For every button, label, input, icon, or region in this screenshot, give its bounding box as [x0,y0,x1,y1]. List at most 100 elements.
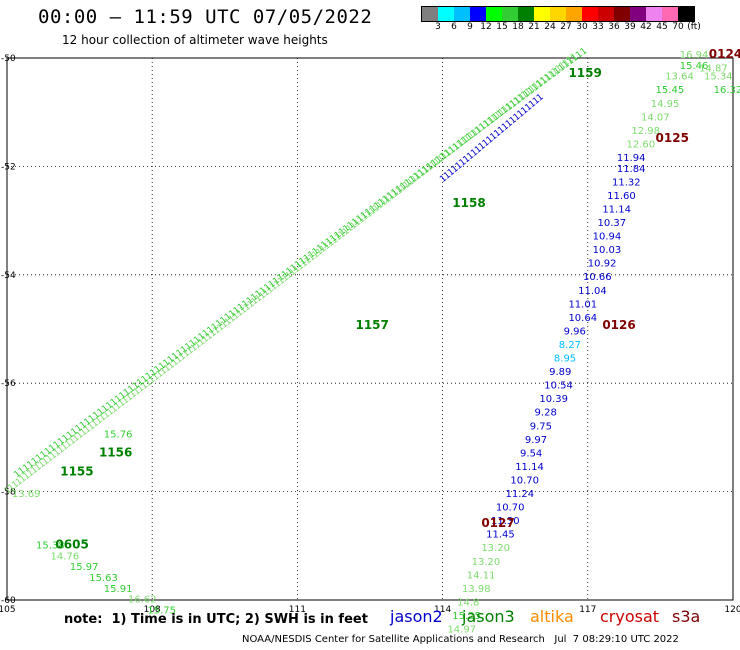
color-swatch [502,7,518,21]
swath-mark: 1 [254,293,265,304]
swath-mark: 1 [232,305,243,316]
time-label: 0126 [602,318,635,332]
swath-mark: 1 [438,151,449,162]
swath-mark: 1 [485,135,496,146]
swath-mark: 1 [223,312,234,323]
swh-value-label: 11.04 [578,286,607,297]
color-swatch [678,7,694,21]
legend-jason2: jason2 [390,607,443,626]
swath-mark: 1 [71,433,82,444]
color-swatch [534,7,550,21]
swath-mark: 1 [501,104,512,115]
time-label: 1159 [568,66,601,80]
swh-value-label: 10.64 [568,313,597,324]
swath-mark: 1 [306,249,317,260]
color-scale-label: 70 [672,22,684,32]
color-scale-label: (ft) [687,22,701,32]
color-swatch [614,7,630,21]
color-scale-label: 24 [544,22,556,32]
x-tick-label: 105 [0,605,16,615]
swath-mark: 1 [12,469,23,480]
swath-mark: 1 [87,413,98,424]
swath-mark: 1 [398,183,409,194]
swh-value-label: 11.32 [612,177,641,188]
swath-mark: 1 [535,92,546,103]
swath-mark: 1 [22,471,33,482]
swath-mark: 1 [438,174,449,185]
swh-value-label: 12.60 [627,139,656,150]
swath-mark: 1 [489,131,500,142]
color-swatch [566,7,582,21]
color-swatch [582,7,598,21]
swh-value-label: 8.27 [559,340,581,351]
swath-mark: 1 [166,354,177,365]
swath-mark: 1 [258,285,269,296]
swath-mark: 1 [402,180,413,191]
swath-mark: 1 [254,289,265,300]
swath-mark: 1 [333,232,344,243]
swath-mark: 1 [531,81,542,92]
color-swatch [486,7,502,21]
legend-s3a: s3a [672,607,701,626]
swath-mark: 1 [425,161,436,172]
swath-mark: 1 [474,124,485,135]
swath-mark: 1 [30,456,41,467]
swath-mark: 1 [341,226,352,237]
color-swatch [598,7,614,21]
swath-mark: 1 [242,302,253,313]
swath-mark: 1 [162,363,173,374]
swath-mark: 1 [394,184,405,195]
swath-mark: 1 [128,389,139,400]
swh-value-label: 11.45 [486,530,515,541]
swath-mark: 1 [500,105,511,116]
swh-value-label: 10.39 [539,394,568,405]
swath-mark: 1 [451,142,462,153]
swath-mark: 1 [491,112,502,123]
color-swatch [662,7,678,21]
swath-mark: 1 [356,215,367,226]
swh-value-label: 9.96 [564,326,586,337]
swath-mark: 1 [324,236,335,247]
swh-value-label: 14.95 [651,99,680,110]
swath-mark: 1 [179,344,190,355]
time-label: 0127 [481,516,514,530]
swath-mark: 1 [355,213,366,224]
swath-mark: 1 [570,53,581,64]
swath-mark: 1 [285,266,296,277]
swath-mark: 1 [558,60,569,71]
color-scale-label: 12 [480,22,492,32]
swath-mark: 1 [276,272,287,283]
swath-mark: 1 [170,351,181,362]
swath-mark: 1 [219,315,230,326]
swath-mark: 1 [94,415,105,426]
color-scale-bar [421,6,695,22]
swath-mark: 1 [403,177,414,188]
swath-mark: 1 [381,194,392,205]
swath-mark: 1 [527,99,538,110]
chart-title: 00:00 – 11:59 UTC 07/05/2022 [38,6,373,28]
swh-value-label: 11.14 [602,204,631,215]
swath-mark: 1 [174,354,185,365]
swath-mark: 1 [26,459,37,470]
swath-mark: 1 [364,209,375,220]
swath-mark: 1 [450,164,461,175]
swh-value-label: 9.97 [525,435,547,446]
swath-mark: 1 [318,244,329,255]
swh-value-label: 15.97 [70,562,99,573]
swath-mark: 1 [460,135,471,146]
swath-mark: 1 [421,164,432,175]
swath-mark: 1 [178,351,189,362]
swh-value-label: 15.34 [704,72,733,83]
swath-mark: 1 [542,72,553,83]
swath-mark: 1 [432,156,443,167]
legend-altika: altika [530,607,574,626]
swath-mark: 1 [52,447,63,458]
swath-mark: 1 [455,139,466,150]
swath-mark: 1 [478,122,489,133]
swath-mark: 1 [352,218,363,229]
swh-value-label: 15.45 [656,85,685,96]
swath-mark: 1 [320,240,331,251]
swath-mark: 1 [271,276,282,287]
swath-mark: 1 [346,220,357,231]
